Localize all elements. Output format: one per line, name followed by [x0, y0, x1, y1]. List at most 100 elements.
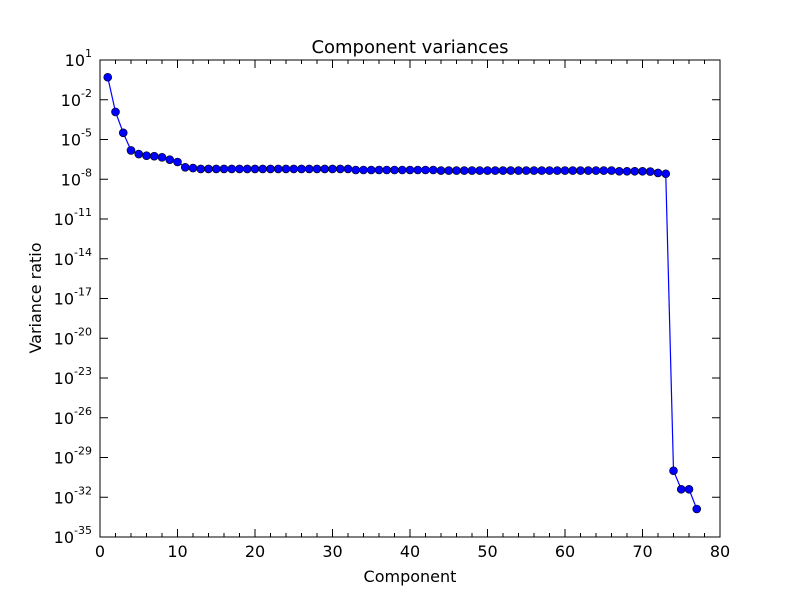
data-point — [614, 166, 624, 176]
data-point — [250, 164, 260, 174]
y-tick-label: 10-2 — [61, 87, 92, 110]
data-point — [607, 166, 616, 175]
data-point — [669, 466, 678, 476]
data-point — [428, 165, 438, 175]
y-tick-label: 10-11 — [54, 206, 92, 229]
y-tick-label-exponent: -32 — [74, 484, 92, 497]
x-tick-label: 0 — [95, 542, 105, 561]
x-axis-label: Component — [364, 567, 457, 586]
data-point — [126, 146, 136, 155]
series-line — [107, 77, 698, 510]
y-tick-label-exponent: -11 — [74, 206, 92, 219]
data-point — [397, 165, 407, 175]
data-point — [475, 166, 485, 175]
data-point — [103, 72, 113, 82]
y-axis-label: Variance ratio — [26, 242, 45, 353]
y-tick-label-exponent: -23 — [74, 365, 92, 378]
data-point — [490, 166, 500, 175]
data-point — [273, 164, 283, 174]
data-point — [297, 164, 306, 174]
y-tick-label: 10-26 — [54, 405, 92, 428]
data-point — [266, 164, 275, 174]
data-point — [235, 164, 244, 174]
y-tick-label-exponent: -14 — [74, 246, 92, 259]
ticks-layer: 0 10 20 30 40 50 60 70 8010110-210-510-810-1110-… — [54, 47, 731, 561]
y-tick-label-exponent: -26 — [74, 405, 92, 418]
data-point — [537, 166, 547, 175]
data-point — [211, 164, 221, 174]
data-point — [506, 166, 516, 175]
data-point — [227, 164, 237, 174]
y-tick-label-exponent: -8 — [81, 166, 92, 179]
data-point — [204, 164, 213, 174]
y-tick-label-exponent: -2 — [81, 87, 92, 100]
y-tick-label: 10-8 — [61, 166, 92, 189]
data-point — [529, 166, 539, 175]
x-tick-label: 70 — [632, 542, 652, 561]
data-point — [483, 166, 492, 175]
data-point — [173, 157, 182, 167]
data-point — [382, 165, 392, 175]
y-tick-label: 10-5 — [61, 127, 92, 150]
data-point — [390, 165, 399, 175]
data-point — [676, 484, 686, 494]
data-point — [599, 166, 609, 175]
data-point — [351, 165, 361, 175]
y-tick-label-exponent: -17 — [74, 286, 92, 299]
data-point — [452, 166, 461, 175]
y-tick-label-base: 10 — [54, 210, 74, 229]
data-point — [545, 166, 554, 175]
data-point — [374, 165, 384, 175]
y-tick-label-base: 10 — [54, 488, 74, 507]
y-tick-label-exponent: 1 — [85, 47, 92, 60]
y-tick-label-exponent: -20 — [74, 325, 92, 338]
data-point — [281, 164, 291, 174]
data-point — [552, 166, 562, 175]
y-tick-label-exponent: -29 — [74, 445, 92, 458]
y-tick-label: 10-14 — [54, 246, 92, 269]
y-tick-label-base: 10 — [61, 170, 81, 189]
data-point — [180, 162, 190, 172]
data-point — [645, 167, 655, 176]
x-tick-label: 30 — [322, 542, 342, 561]
data-point — [219, 164, 229, 174]
y-tick-label-base: 10 — [54, 409, 74, 428]
data-point — [343, 164, 353, 174]
data-point — [196, 164, 206, 174]
x-tick-label: 80 — [710, 542, 730, 561]
data-point — [165, 155, 175, 164]
data-point — [111, 107, 120, 117]
y-tick-label-base: 10 — [54, 369, 74, 388]
y-tick-label: 10-20 — [54, 325, 92, 348]
data-point — [467, 166, 477, 175]
y-tick-label: 10-23 — [54, 365, 92, 388]
data-point — [560, 166, 570, 175]
data-point — [304, 164, 314, 174]
data-point — [359, 165, 368, 175]
y-tick-label-base: 10 — [54, 250, 74, 269]
data-point — [622, 166, 632, 176]
data-point — [444, 166, 454, 175]
data-point — [583, 166, 593, 175]
data-point — [366, 165, 376, 175]
data-point — [638, 166, 647, 176]
x-tick-label: 10 — [167, 542, 187, 561]
data-point — [568, 166, 578, 175]
y-tick-label-base: 10 — [54, 290, 74, 309]
x-tick-label: 60 — [555, 542, 575, 561]
y-tick-label: 10-35 — [54, 524, 92, 547]
series-layer — [103, 72, 702, 514]
data-point — [242, 164, 252, 174]
data-point — [289, 164, 299, 174]
y-tick-label: 101 — [65, 47, 92, 70]
data-point — [157, 153, 167, 162]
data-point — [421, 165, 430, 175]
y-tick-label-base: 10 — [65, 51, 85, 70]
data-point — [328, 164, 337, 174]
y-tick-label: 10-17 — [54, 286, 92, 309]
y-tick-label-exponent: -35 — [74, 524, 92, 537]
x-tick-label: 40 — [400, 542, 420, 561]
y-tick-label: 10-29 — [54, 445, 92, 468]
data-point — [514, 166, 523, 175]
data-point — [142, 151, 151, 160]
